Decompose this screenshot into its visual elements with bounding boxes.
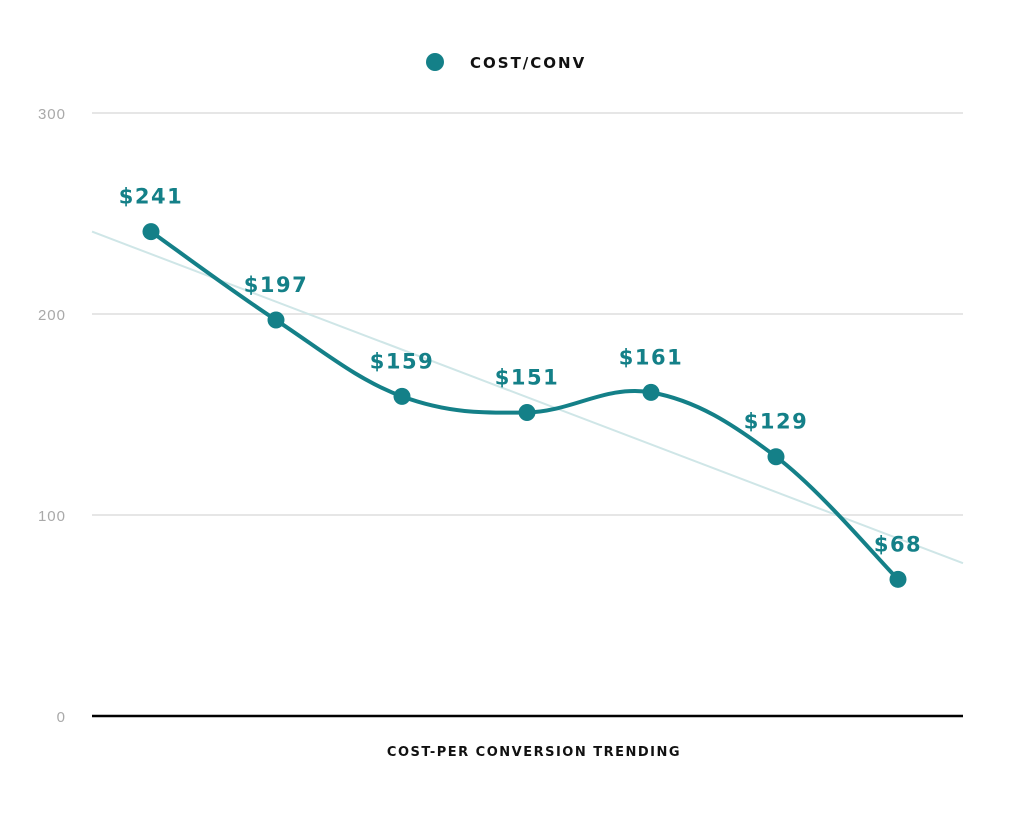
data-label: $197 xyxy=(244,273,308,297)
data-label: $129 xyxy=(744,410,808,434)
y-axis-ticks: 0 100 200 300 xyxy=(38,106,66,726)
data-point[interactable] xyxy=(889,570,907,588)
x-axis-label: COST-PER CONVERSION TRENDING xyxy=(387,745,681,760)
y-tick-label: 300 xyxy=(38,106,66,123)
data-point[interactable] xyxy=(767,448,785,466)
data-point[interactable] xyxy=(642,383,660,401)
data-label: $151 xyxy=(495,365,559,389)
data-label: $241 xyxy=(119,185,183,209)
data-label: $68 xyxy=(874,532,922,556)
data-point[interactable] xyxy=(393,387,411,405)
data-label: $161 xyxy=(619,345,683,369)
data-labels: $241 $197 $159 $151 $161 $129 $68 xyxy=(119,185,922,557)
gridlines xyxy=(92,112,963,516)
legend-label: COST/CONV xyxy=(470,54,586,72)
data-label: $159 xyxy=(370,349,434,373)
data-points xyxy=(142,223,907,588)
legend-marker-icon xyxy=(426,53,444,71)
y-tick-label: 200 xyxy=(38,307,66,324)
data-point[interactable] xyxy=(518,403,536,421)
legend[interactable]: COST/CONV xyxy=(426,53,586,72)
trendline xyxy=(91,230,964,565)
y-tick-label: 100 xyxy=(38,508,66,525)
data-point[interactable] xyxy=(267,311,285,329)
data-point[interactable] xyxy=(142,223,160,241)
y-tick-label: 0 xyxy=(57,709,66,726)
